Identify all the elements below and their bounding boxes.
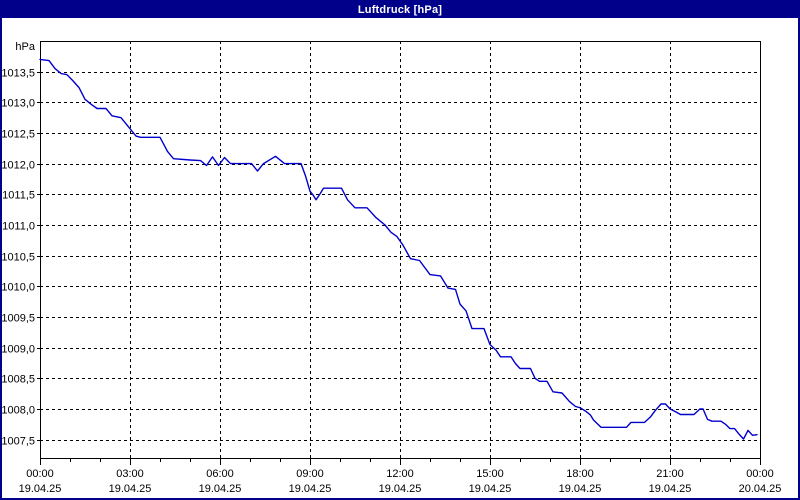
y-tick-label: 1011,5 xyxy=(2,190,35,202)
y-tick-label: 1011,0 xyxy=(2,221,35,233)
x-tick-date-label: 19.04.25 xyxy=(109,483,152,495)
x-tick-time-label: 09:00 xyxy=(296,468,324,480)
y-tick-label: 1012,0 xyxy=(2,160,35,172)
y-tick-label: 1013,5 xyxy=(2,68,35,80)
y-tick-label: 1007,5 xyxy=(2,436,35,448)
x-tick-time-label: 00:00 xyxy=(746,468,774,480)
grid-lines xyxy=(40,41,760,458)
x-tick-date-label: 19.04.25 xyxy=(559,483,602,495)
window-title: Luftdruck [hPa] xyxy=(357,4,443,16)
y-tick-label: 1009,5 xyxy=(2,313,35,325)
x-tick-date-label: 20.04.25 xyxy=(739,483,782,495)
y-axis-unit-label: hPa xyxy=(15,41,35,53)
x-tick-date-label: 19.04.25 xyxy=(19,483,62,495)
pressure-line-series xyxy=(39,58,758,440)
window-title-bar[interactable]: Luftdruck [hPa] xyxy=(2,2,798,18)
x-tick-date-label: 19.04.25 xyxy=(289,483,332,495)
y-tick-label: 1012,5 xyxy=(2,129,35,141)
x-tick-time-label: 00:00 xyxy=(26,468,54,480)
y-tick-label: 1010,5 xyxy=(2,252,35,264)
x-tick-time-label: 06:00 xyxy=(206,468,234,480)
x-tick-time-label: 18:00 xyxy=(566,468,594,480)
x-tick-time-label: 12:00 xyxy=(386,468,414,480)
axes xyxy=(37,72,761,465)
y-tick-label: 1008,0 xyxy=(2,405,35,417)
plot-border xyxy=(40,41,761,459)
y-tick-label: 1013,0 xyxy=(2,98,35,110)
x-tick-date-label: 19.04.25 xyxy=(199,483,242,495)
x-tick-date-label: 19.04.25 xyxy=(379,483,422,495)
x-tick-time-label: 21:00 xyxy=(656,468,684,480)
x-tick-time-label: 15:00 xyxy=(476,468,504,480)
y-tick-label: 1009,0 xyxy=(2,344,35,356)
x-tick-date-label: 19.04.25 xyxy=(469,483,512,495)
y-tick-label: 1010,0 xyxy=(2,282,35,294)
axis-labels: 1013,5 1013,0 1012,5 1012,0 1011,5 1011,0 1010… xyxy=(2,41,781,495)
y-tick-label: 1008,5 xyxy=(2,374,35,386)
x-tick-date-label: 19.04.25 xyxy=(649,483,692,495)
x-tick-time-label: 03:00 xyxy=(116,468,144,480)
